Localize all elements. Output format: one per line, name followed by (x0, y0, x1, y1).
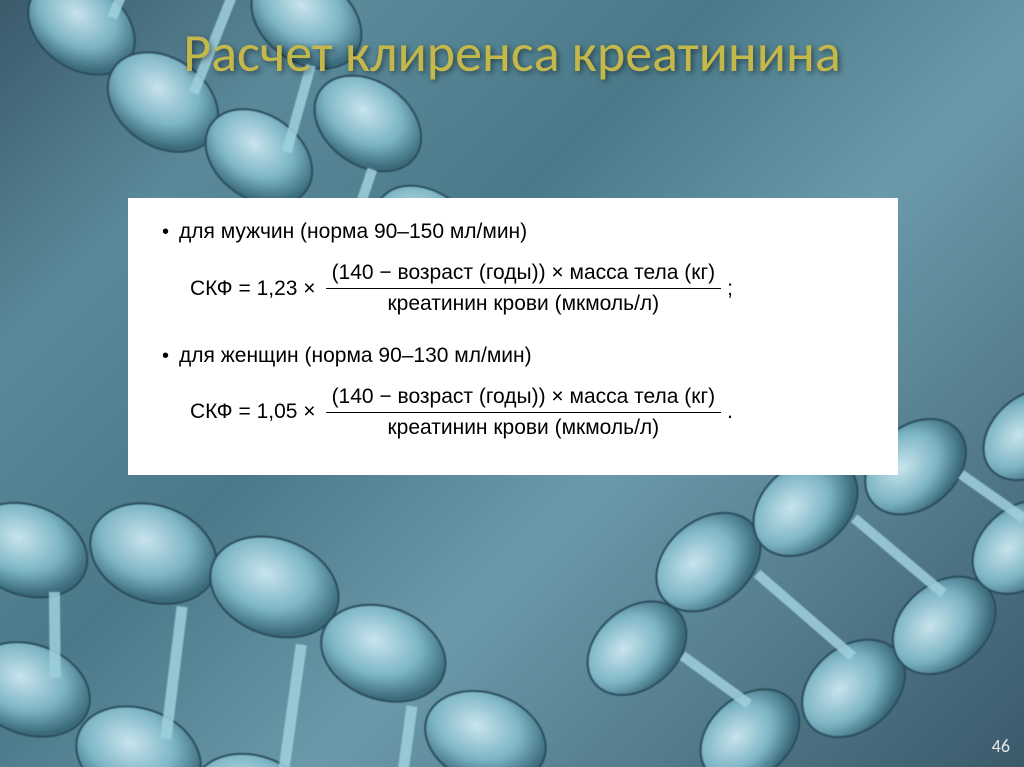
slide: Расчет клиренса креатинина • для мужчин … (0, 0, 1024, 767)
formula-women: СКФ = 1,05 × (140 − возраст (годы)) × ма… (190, 384, 870, 442)
bullet-dot: • (162, 221, 169, 244)
bullet-women: • для женщин (норма 90–130 мл/мин) (162, 344, 870, 368)
formula-left: СКФ = 1,23 × (190, 277, 316, 301)
fraction: (140 − возраст (годы)) × масса тела (кг)… (326, 260, 722, 318)
fraction: (140 − возраст (годы)) × масса тела (кг)… (326, 384, 722, 442)
formula-men: СКФ = 1,23 × (140 − возраст (годы)) × ма… (190, 260, 870, 318)
bullet-text: для мужчин (норма 90–150 мл/мин) (179, 220, 527, 244)
tail-punct: ; (727, 277, 733, 301)
slide-title: Расчет клиренса креатинина (0, 20, 1024, 86)
content-box: • для мужчин (норма 90–150 мл/мин) СКФ =… (128, 198, 898, 475)
tail-punct: . (727, 400, 733, 424)
denominator: креатинин крови (мкмоль/л) (326, 413, 722, 441)
denominator: креатинин крови (мкмоль/л) (326, 289, 722, 317)
numerator: (140 − возраст (годы)) × масса тела (кг) (326, 260, 722, 289)
bullet-text: для женщин (норма 90–130 мл/мин) (179, 344, 532, 368)
bullet-men: • для мужчин (норма 90–150 мл/мин) (162, 220, 870, 244)
page-number: 46 (992, 735, 1010, 757)
numerator: (140 − возраст (годы)) × масса тела (кг) (326, 384, 722, 413)
formula-left: СКФ = 1,05 × (190, 400, 316, 424)
bullet-dot: • (162, 345, 169, 368)
